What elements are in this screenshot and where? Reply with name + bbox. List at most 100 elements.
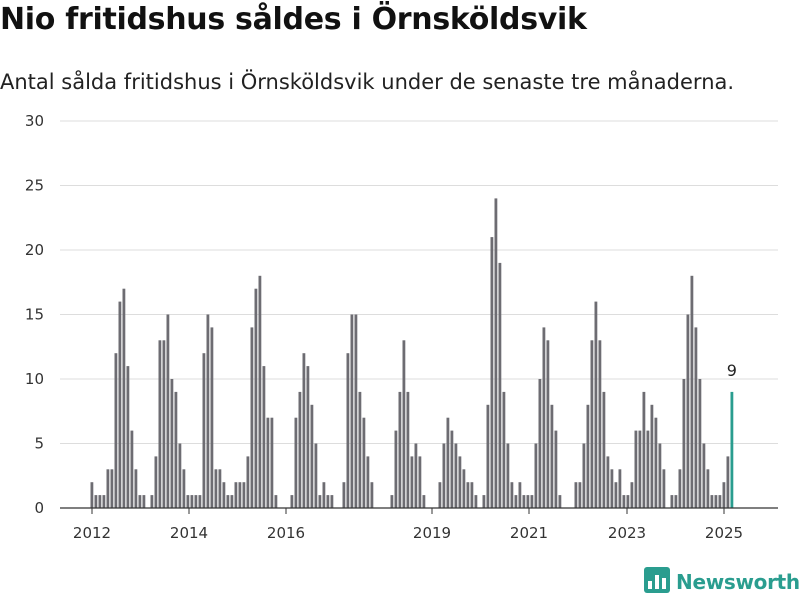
bar: [274, 495, 278, 508]
bar: [198, 495, 202, 508]
bar: [142, 495, 146, 508]
y-tick-label: 0: [34, 499, 44, 517]
bar: [118, 301, 122, 508]
highlight-bar: [730, 391, 734, 508]
bar: [550, 404, 554, 508]
bar: [702, 443, 706, 508]
bar: [554, 430, 558, 508]
bar: [318, 495, 322, 508]
bar: [326, 495, 330, 508]
bar: [138, 495, 142, 508]
bar: [646, 430, 650, 508]
bar: [522, 495, 526, 508]
bar: [394, 430, 398, 508]
bar: [170, 379, 174, 508]
bar: [266, 417, 270, 508]
bar: [650, 404, 654, 508]
bar: [102, 495, 106, 508]
bar: [110, 469, 114, 508]
bar: [514, 495, 518, 508]
bar: [182, 469, 186, 508]
bar: [270, 417, 274, 508]
bar: [90, 482, 94, 508]
bar: [466, 482, 470, 508]
bar: [214, 469, 218, 508]
bar: [258, 275, 262, 508]
bar: [250, 327, 254, 508]
bar: [402, 340, 406, 508]
x-tick-label: 2019: [413, 524, 451, 542]
bar: [534, 443, 538, 508]
bar: [454, 443, 458, 508]
bar: [586, 404, 590, 508]
bar: [98, 495, 102, 508]
bar: [654, 417, 658, 508]
y-tick-label: 20: [25, 241, 44, 259]
bar: [314, 443, 318, 508]
bar: [538, 379, 542, 508]
bar: [342, 482, 346, 508]
bar: [542, 327, 546, 508]
bar: [154, 456, 158, 508]
bar: [546, 340, 550, 508]
bar: [210, 327, 214, 508]
x-tick-label: 2014: [170, 524, 208, 542]
bar: [498, 262, 502, 508]
newsworthy-logo: Newsworthy: [644, 567, 800, 597]
bar: [502, 391, 506, 508]
bar: [322, 482, 326, 508]
bar: [442, 443, 446, 508]
y-tick-label: 30: [25, 112, 44, 130]
bar: [630, 482, 634, 508]
bar: [114, 353, 118, 508]
bar: [358, 391, 362, 508]
bar: [602, 391, 606, 508]
x-tick-label: 2021: [510, 524, 548, 542]
y-tick-label: 25: [25, 177, 44, 195]
bar: [526, 495, 530, 508]
bar: [574, 482, 578, 508]
bar: [238, 482, 242, 508]
bar: [658, 443, 662, 508]
bar: [618, 469, 622, 508]
bar: [130, 430, 134, 508]
bar: [422, 495, 426, 508]
bar: [190, 495, 194, 508]
chart-subtitle: Antal sålda fritidshus i Örnsköldsvik un…: [0, 70, 735, 94]
bar: [682, 379, 686, 508]
bar: [206, 314, 210, 508]
x-tick-label: 2025: [705, 524, 743, 542]
x-tick-label: 2016: [267, 524, 305, 542]
bar: [698, 379, 702, 508]
bar: [186, 495, 190, 508]
bar: [162, 340, 166, 508]
bar: [482, 495, 486, 508]
bar: [446, 417, 450, 508]
bar: [706, 469, 710, 508]
bar: [530, 495, 534, 508]
bars: [90, 198, 734, 508]
bar: [122, 288, 126, 508]
bar: [638, 430, 642, 508]
bar: [418, 456, 422, 508]
bar: [126, 366, 130, 508]
bar: [694, 327, 698, 508]
bar: [226, 495, 230, 508]
bar: [134, 469, 138, 508]
bar: [726, 456, 730, 508]
bar: [490, 237, 494, 508]
bar: [670, 495, 674, 508]
bar: [690, 275, 694, 508]
bar: [634, 430, 638, 508]
bar: [518, 482, 522, 508]
bar: [174, 391, 178, 508]
bar: [406, 391, 410, 508]
bar: [94, 495, 98, 508]
bar: [474, 495, 478, 508]
bar: [246, 456, 250, 508]
bar: [242, 482, 246, 508]
bar: [558, 495, 562, 508]
y-tick-label: 15: [25, 306, 44, 324]
y-tick-label: 10: [25, 370, 44, 388]
bar: [590, 340, 594, 508]
